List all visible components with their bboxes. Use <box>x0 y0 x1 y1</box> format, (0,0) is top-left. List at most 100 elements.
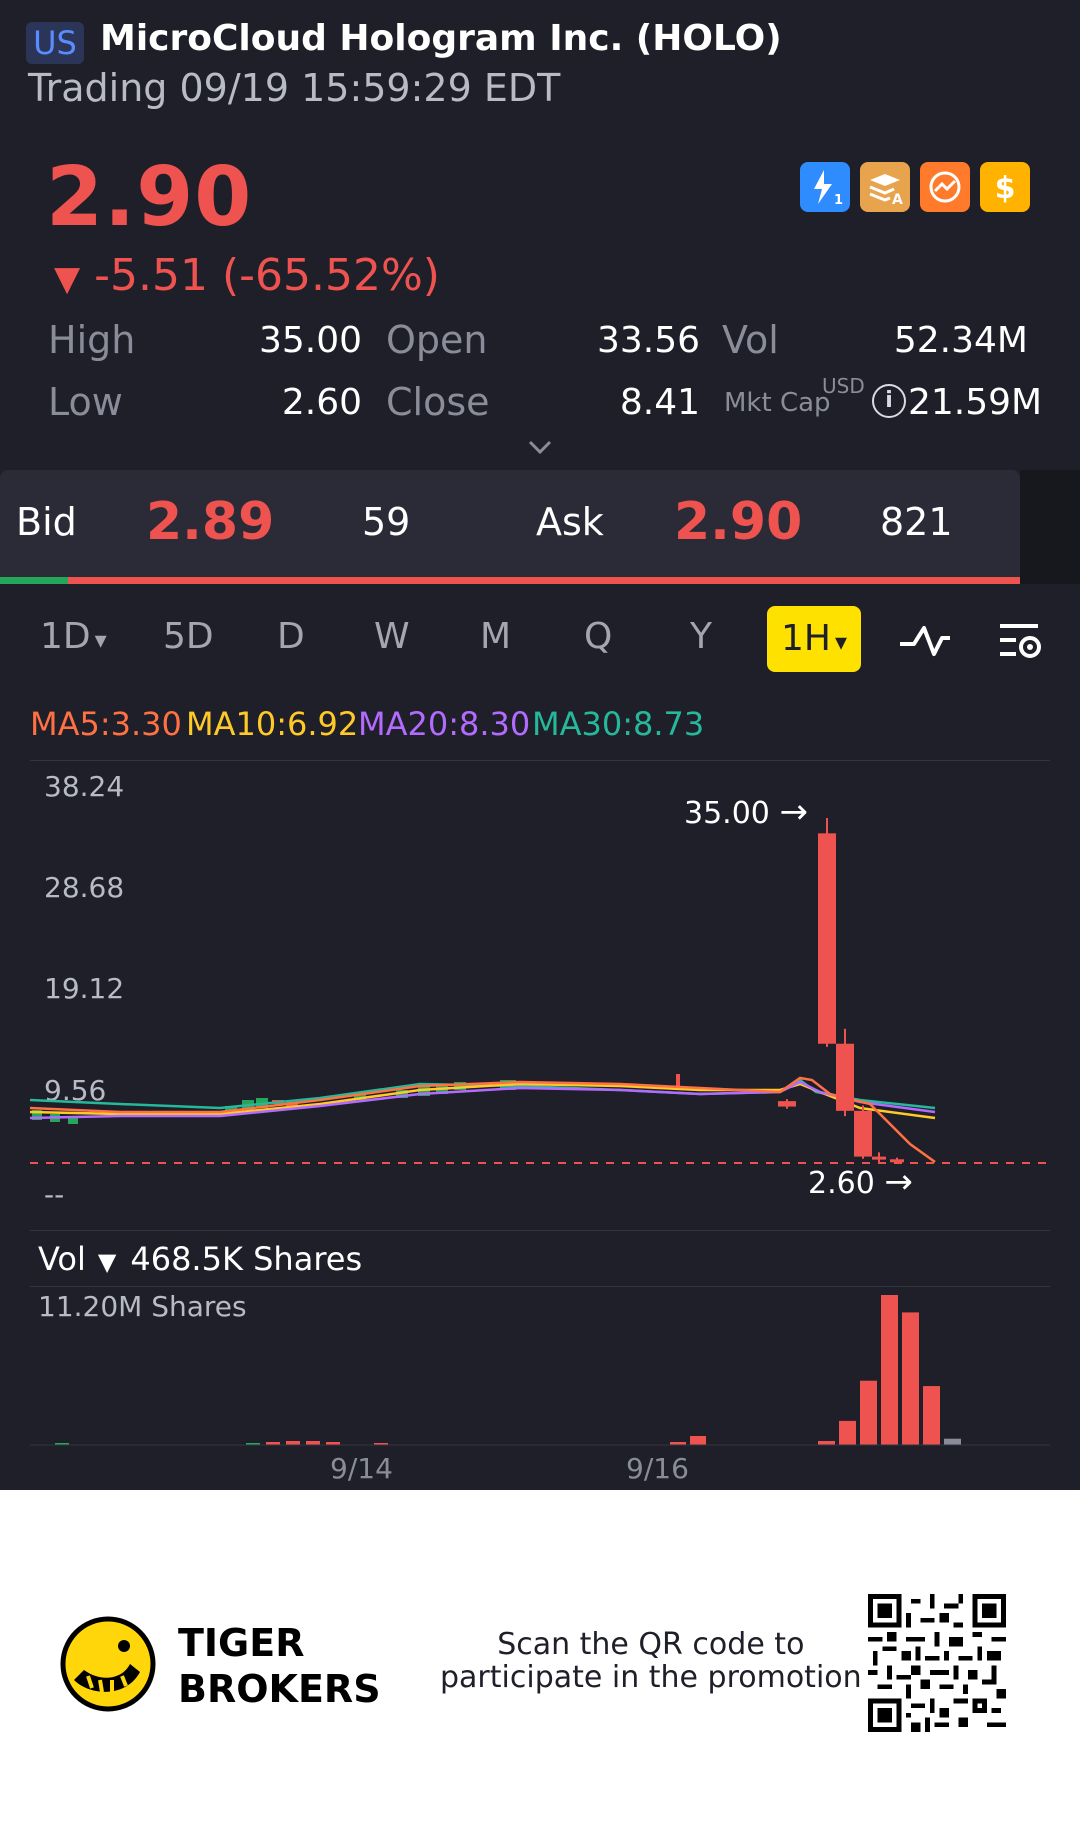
svg-text:A: A <box>892 192 903 208</box>
chart-top-divider <box>30 760 1050 761</box>
x-tick-label: 9/16 <box>626 1452 689 1485</box>
candle <box>68 1116 78 1124</box>
close-value: 8.41 <box>619 382 700 423</box>
indicator-icon[interactable] <box>896 618 954 662</box>
volume-divider <box>30 1230 1050 1231</box>
candle <box>354 1094 366 1100</box>
bid-ask-panel: Bid 2.89 59 Ask 2.90 821 <box>0 470 1020 578</box>
volume-bar <box>670 1442 686 1445</box>
brand-name: TIGER BROKERS <box>178 1621 381 1711</box>
candle <box>818 833 836 1044</box>
high-label: High <box>48 318 136 362</box>
candle <box>836 1043 854 1111</box>
trend-circle-icon[interactable] <box>920 162 970 212</box>
ask-ratio-bar <box>68 577 1020 584</box>
tab-day[interactable]: D <box>277 616 305 657</box>
volume-bar <box>306 1441 320 1445</box>
volume-bar <box>266 1442 280 1445</box>
mktcap-value: 21.59M <box>908 382 1043 423</box>
vol-label: Vol <box>722 318 779 362</box>
volume-max-label: 11.20M Shares <box>38 1290 247 1323</box>
volume-bar <box>326 1442 340 1445</box>
bid-size: 59 <box>362 500 411 544</box>
tab-quarter[interactable]: Q <box>584 616 613 657</box>
low-value: 2.60 <box>281 382 362 423</box>
volume-bar <box>286 1441 300 1445</box>
stack-a-icon[interactable]: A <box>860 162 910 212</box>
tab-week[interactable]: W <box>374 616 410 657</box>
candle <box>872 1156 886 1160</box>
history-volume-bars <box>55 1436 706 1445</box>
volume-bar <box>944 1438 961 1445</box>
candle <box>676 1074 680 1090</box>
info-icon[interactable]: i <box>872 384 906 418</box>
y-tick-label: 19.12 <box>44 972 125 1005</box>
stock-detail-screen: US MicroCloud Hologram Inc. (HOLO) Tradi… <box>0 0 1080 1490</box>
ma5-line <box>29 1076 936 1164</box>
volume-bar <box>374 1443 388 1445</box>
recent-volume-bars <box>818 1295 961 1445</box>
tab-1h[interactable]: 1H ▾ <box>767 606 861 672</box>
volume-current: 468.5K Shares <box>130 1240 363 1278</box>
ask-size: 821 <box>880 500 953 544</box>
volume-bar <box>860 1380 877 1445</box>
tab-1d[interactable]: 1D ▾ <box>40 616 107 657</box>
volume-bar <box>246 1443 260 1445</box>
stock-title: MicroCloud Hologram Inc. (HOLO) <box>100 18 782 59</box>
volume-chart[interactable] <box>0 1286 1080 1446</box>
recent-candles <box>778 818 904 1163</box>
chevron-down-icon: ▼ <box>97 1248 117 1276</box>
ask-price: 2.90 <box>674 492 803 552</box>
ma20-line <box>29 1080 936 1120</box>
bid-ratio-bar <box>0 577 68 584</box>
vol-value: 52.34M <box>893 320 1028 361</box>
svg-text:$: $ <box>995 171 1016 206</box>
open-label: Open <box>386 318 488 362</box>
close-label: Close <box>386 380 490 424</box>
ma10-label: MA10:6.92 <box>186 705 359 743</box>
ma30-label: MA30:8.73 <box>532 705 705 743</box>
svg-text:1: 1 <box>834 193 843 208</box>
right-arrow-icon: → <box>779 792 808 832</box>
chevron-down-icon: ▾ <box>834 628 848 656</box>
price-change: ▼ -5.51 (-65.52%) <box>54 250 440 301</box>
chart-settings-icon[interactable] <box>996 618 1046 662</box>
lightning-level1-icon[interactable]: 1 <box>800 162 850 212</box>
tab-year[interactable]: Y <box>690 616 712 657</box>
trading-status: Trading 09/19 15:59:29 EDT <box>28 66 561 110</box>
dollar-icon[interactable]: $ <box>980 162 1030 212</box>
volume-header[interactable]: Vol ▼ 468.5K Shares <box>38 1240 363 1278</box>
down-arrow-icon: ▼ <box>54 259 81 299</box>
ma20-label: MA20:8.30 <box>358 705 531 743</box>
expand-chevron-icon[interactable] <box>526 433 554 461</box>
x-tick-label: 9/14 <box>330 1452 393 1485</box>
price-change-value: -5.51 (-65.52%) <box>94 250 440 301</box>
high-marker: 35.00 → <box>684 792 808 832</box>
volume-bar <box>839 1420 856 1445</box>
chevron-down-icon: ▾ <box>94 626 107 654</box>
low-marker: 2.60 → <box>808 1162 913 1202</box>
price-chart[interactable] <box>0 760 1080 1230</box>
candle <box>890 1159 904 1163</box>
right-arrow-icon: → <box>884 1162 913 1202</box>
tab-month[interactable]: M <box>480 616 512 657</box>
bid-price: 2.89 <box>146 492 275 552</box>
candle <box>396 1090 408 1098</box>
bid-label: Bid <box>16 500 77 544</box>
ma5-label: MA5:3.30 <box>30 705 182 743</box>
low-label: Low <box>48 380 123 424</box>
mktcap-currency: USD <box>822 374 865 398</box>
qr-code[interactable] <box>868 1594 1006 1732</box>
mktcap-label: Mkt Cap <box>724 388 831 418</box>
candle <box>32 1110 42 1120</box>
tab-5d[interactable]: 5D <box>163 616 214 657</box>
volume-bar <box>923 1386 940 1445</box>
candle <box>854 1110 872 1157</box>
volume-bar <box>818 1440 835 1445</box>
volume-bar <box>690 1436 706 1445</box>
high-marker-value: 35.00 <box>684 796 770 831</box>
y-tick-label: -- <box>44 1178 65 1211</box>
region-badge: US <box>26 22 84 64</box>
tiger-logo-icon <box>60 1616 156 1712</box>
high-value: 35.00 <box>258 320 362 361</box>
